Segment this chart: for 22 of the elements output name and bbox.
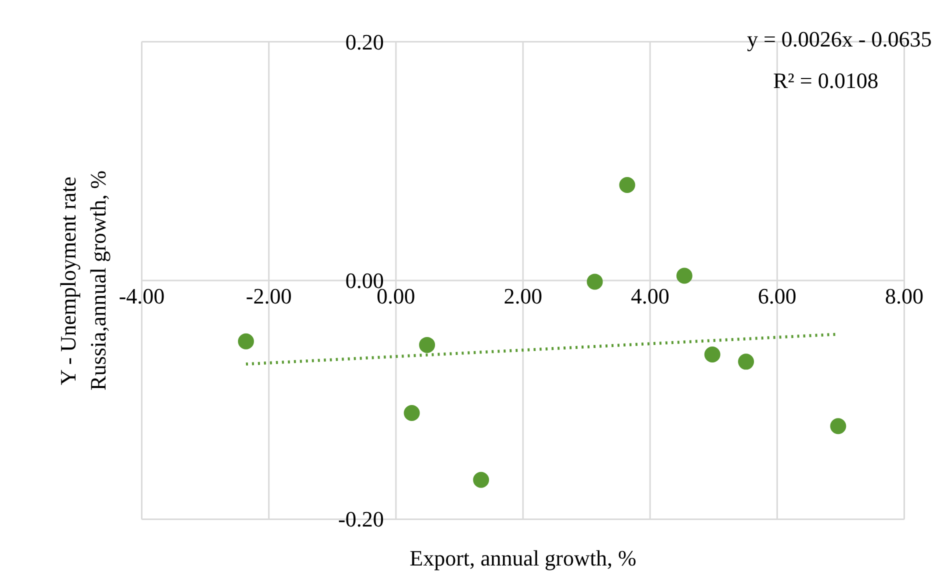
x-tick-label: 8.00 bbox=[884, 284, 924, 308]
annotation: R² = 0.0108 bbox=[773, 68, 878, 93]
annotation: y = 0.0026x - 0.0635 bbox=[746, 26, 932, 52]
x-axis-title: Export, annual growth, % bbox=[410, 546, 636, 570]
point bbox=[586, 274, 603, 290]
point bbox=[619, 177, 636, 193]
point bbox=[676, 268, 692, 284]
point bbox=[473, 472, 490, 488]
point bbox=[404, 405, 420, 421]
point bbox=[419, 336, 436, 353]
point bbox=[830, 418, 846, 434]
x-tick-label: 4.00 bbox=[630, 284, 670, 308]
y-axis-title: Y - Unemployment rate Russia,annual growth, % bbox=[56, 170, 110, 390]
x-tick-label: 6.00 bbox=[758, 284, 796, 308]
x-tick-label: 2.00 bbox=[504, 284, 542, 308]
point bbox=[738, 354, 754, 370]
x-tick-label: -4.00 bbox=[118, 284, 165, 308]
y-tick-label: -0.20 bbox=[338, 506, 384, 532]
point bbox=[704, 346, 720, 362]
x-tick-label: -2.00 bbox=[246, 284, 292, 308]
y-tick-label: 0.20 bbox=[345, 29, 384, 54]
point bbox=[238, 333, 254, 350]
